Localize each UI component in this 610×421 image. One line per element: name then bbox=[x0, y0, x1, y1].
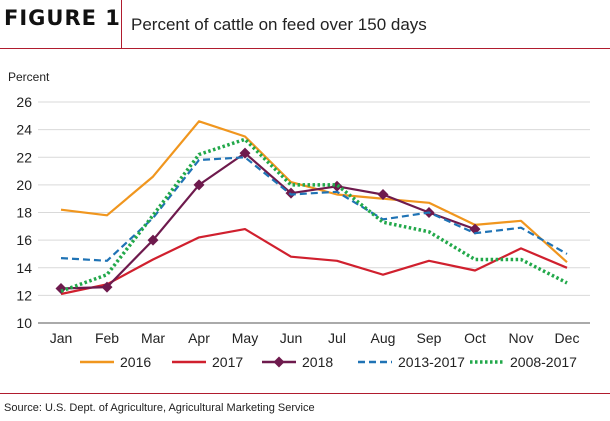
y-tick-labels: 10 12 14 16 18 20 22 24 26 bbox=[16, 94, 32, 331]
y-tick-label: 16 bbox=[16, 232, 32, 248]
legend-label: 2016 bbox=[120, 354, 151, 370]
figure-label: FIGURE 1 bbox=[4, 6, 121, 30]
series-line bbox=[60, 137, 568, 293]
y-axis-label: Percent bbox=[8, 70, 50, 84]
source-note: Source: U.S. Dept. of Agriculture, Agric… bbox=[4, 402, 315, 414]
series-2008-2017 bbox=[60, 137, 568, 293]
legend-marker bbox=[273, 356, 285, 368]
legend-entry: 2008-2017 bbox=[470, 354, 577, 370]
header-divider bbox=[121, 0, 122, 48]
series-2017 bbox=[60, 228, 568, 296]
x-tick-label: Feb bbox=[95, 330, 119, 346]
legend-entry: 2018 bbox=[262, 354, 333, 370]
y-tick-label: 18 bbox=[16, 205, 32, 221]
grid-lines bbox=[38, 101, 590, 324]
x-tick-label: Jan bbox=[50, 330, 73, 346]
figure-header: FIGURE 1 Percent of cattle on feed over … bbox=[0, 0, 610, 55]
legend: 2016 2017 2018 2013-2017 2008-2017 bbox=[80, 354, 577, 370]
x-tick-label: Sep bbox=[417, 330, 442, 346]
series-line bbox=[60, 156, 568, 262]
x-tick-label: Oct bbox=[464, 330, 486, 346]
series-2013-2017 bbox=[60, 156, 568, 262]
y-tick-label: 12 bbox=[16, 287, 32, 303]
series-2016 bbox=[60, 120, 568, 264]
legend-label: 2013-2017 bbox=[398, 354, 465, 370]
series-line bbox=[60, 152, 476, 290]
legend-label: 2018 bbox=[302, 354, 333, 370]
x-tick-label: Dec bbox=[555, 330, 580, 346]
series-line bbox=[60, 120, 568, 264]
legend-entry: 2013-2017 bbox=[358, 354, 465, 370]
y-tick-label: 20 bbox=[16, 177, 32, 193]
figure-title: Percent of cattle on feed over 150 days bbox=[131, 15, 427, 34]
data-point bbox=[55, 282, 67, 294]
y-tick-label: 10 bbox=[16, 315, 32, 331]
x-tick-label: Jul bbox=[328, 330, 346, 346]
data-point bbox=[193, 179, 205, 191]
legend-entry: 2017 bbox=[172, 354, 243, 370]
x-tick-labels: Jan Feb Mar Apr May Jun Jul Aug Sep Oct Nov Dec bbox=[50, 330, 580, 346]
legend-entry: 2016 bbox=[80, 354, 151, 370]
data-point bbox=[101, 281, 113, 293]
legend-label: 2008-2017 bbox=[510, 354, 577, 370]
legend-label: 2017 bbox=[212, 354, 243, 370]
footer-rule bbox=[0, 393, 610, 394]
data-point bbox=[147, 234, 159, 246]
series-2018 bbox=[55, 147, 481, 294]
x-tick-label: Aug bbox=[371, 330, 396, 346]
y-tick-label: 26 bbox=[16, 94, 32, 110]
data-point bbox=[377, 189, 389, 201]
series-lines bbox=[55, 120, 568, 296]
x-tick-label: Nov bbox=[509, 330, 534, 346]
x-tick-label: May bbox=[232, 330, 258, 346]
x-tick-label: Jun bbox=[280, 330, 303, 346]
series-line bbox=[60, 228, 568, 296]
y-tick-label: 24 bbox=[16, 122, 32, 138]
y-tick-label: 22 bbox=[16, 149, 32, 165]
data-point bbox=[239, 147, 251, 159]
y-tick-label: 14 bbox=[16, 260, 32, 276]
x-tick-label: Mar bbox=[141, 330, 165, 346]
header-rule bbox=[0, 48, 610, 49]
x-tick-label: Apr bbox=[188, 330, 210, 346]
